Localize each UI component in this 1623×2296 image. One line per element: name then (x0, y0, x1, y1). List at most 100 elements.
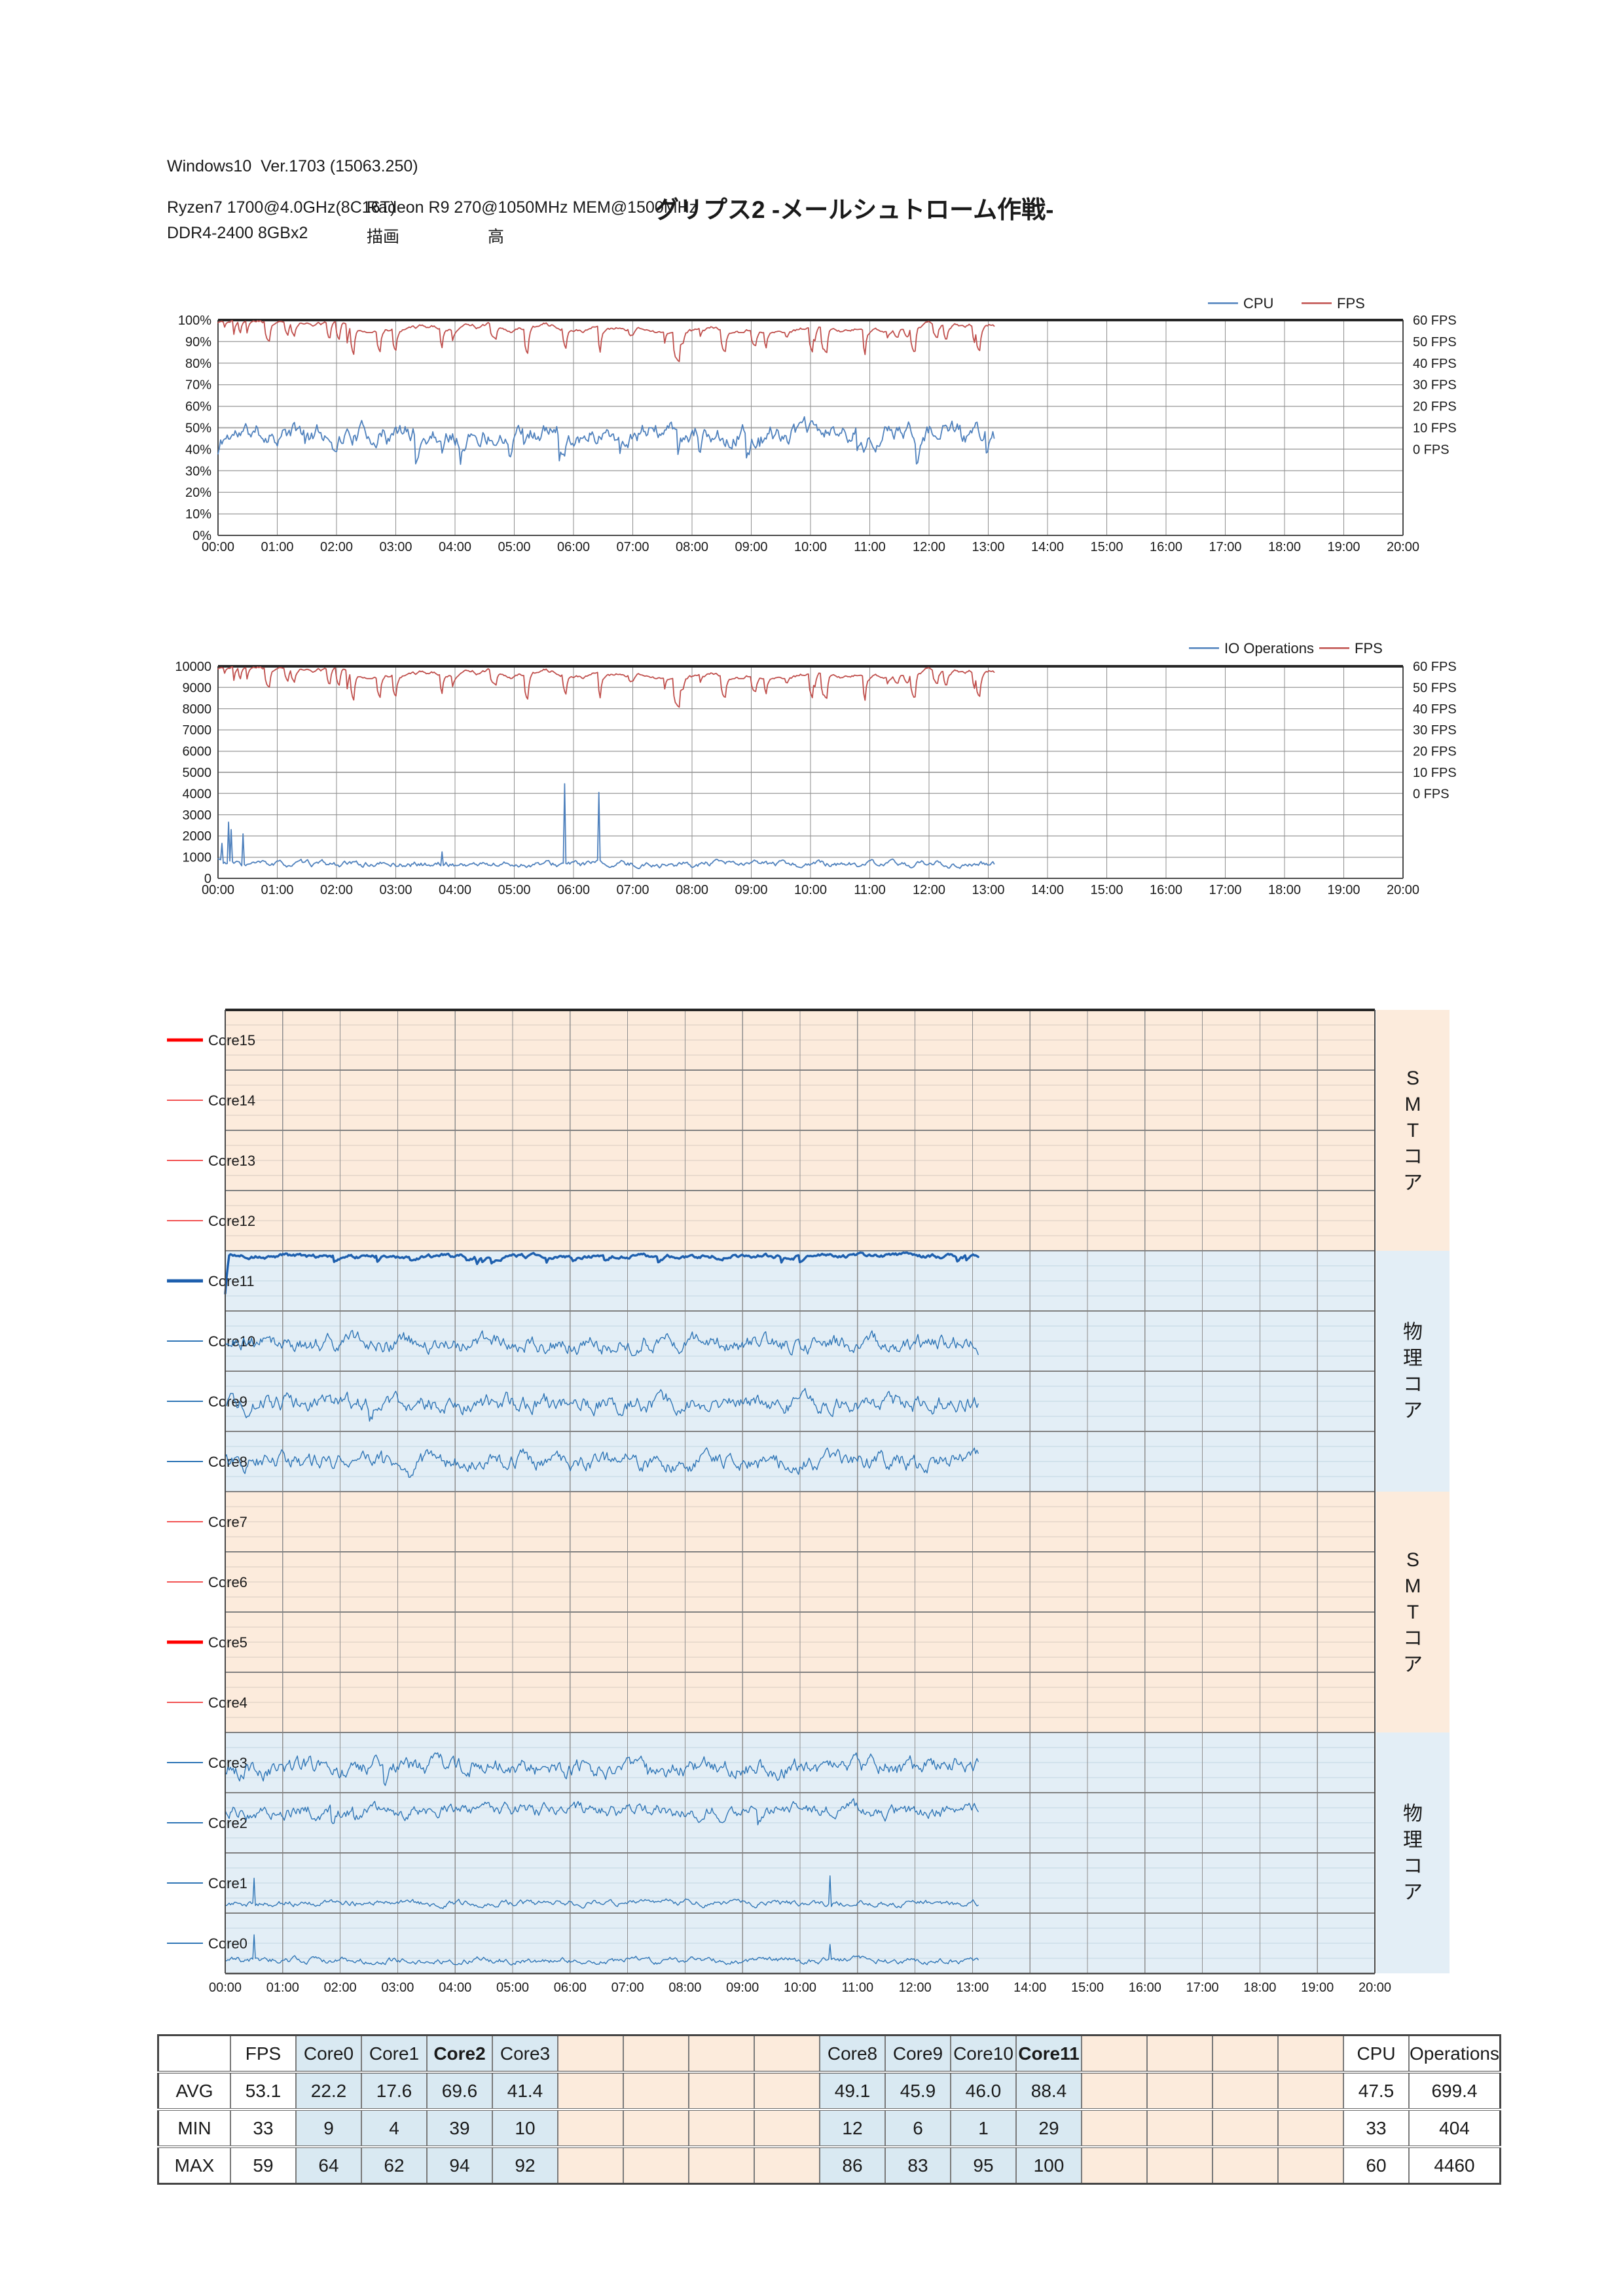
y-left-tick-label: 20% (185, 486, 211, 500)
cell-spacer-7-max (688, 2145, 755, 2185)
y-left-tick-label: 50% (185, 422, 211, 436)
x-tick-label: 06:00 (557, 883, 590, 897)
y-right-tick-label: 0 FPS (1413, 442, 1450, 457)
x-tick-label: 13:00 (956, 1981, 989, 1995)
core-trace-core0 (225, 1934, 979, 1966)
cell-spacer-5-avg (557, 2071, 624, 2110)
x-tick-label: 06:00 (557, 540, 590, 554)
cell-spacer-14-avg (1146, 2071, 1213, 2110)
cell-core9-min: 6 (884, 2108, 951, 2147)
cell-spacer-15-avg (1212, 2071, 1279, 2110)
core-legend-label: Core6 (208, 1574, 247, 1590)
cell-operations-max: 4460 (1408, 2145, 1501, 2185)
y-left-tick-label: 0% (192, 529, 211, 543)
x-tick-label: 02:00 (320, 883, 353, 897)
column-header-core0: Core0 (295, 2034, 362, 2073)
y-left-tick-label: 0 (204, 872, 211, 886)
y-left-tick-label: 70% (185, 378, 211, 393)
y-right-tick-label: 40 FPS (1413, 702, 1457, 717)
y-left-tick-label: 4000 (183, 787, 212, 801)
y-left-tick-label: 1000 (183, 851, 212, 865)
y-left-tick-label: 8000 (183, 702, 212, 717)
cell-core0-avg: 22.2 (295, 2071, 362, 2110)
table-corner-cell (157, 2034, 231, 2073)
y-right-tick-label: 10 FPS (1413, 766, 1457, 780)
core-legend-label: Core2 (208, 1815, 247, 1831)
row-label-avg: AVG (157, 2071, 231, 2110)
row-label-max: MAX (157, 2145, 231, 2185)
cell-core1-max: 62 (361, 2145, 428, 2185)
x-tick-label: 01:00 (261, 883, 293, 897)
x-tick-label: 01:00 (261, 540, 293, 554)
render-quality-value: 高 (488, 228, 505, 246)
column-header-core10: Core10 (950, 2034, 1017, 2073)
cell-spacer-14-min (1146, 2108, 1213, 2147)
y-right-tick-label: 60 FPS (1413, 314, 1457, 328)
x-tick-label: 03:00 (379, 540, 412, 554)
y-right-tick-label: 20 FPS (1413, 745, 1457, 759)
y-left-tick-label: 80% (185, 357, 211, 371)
column-header-spacer-15 (1212, 2034, 1279, 2073)
legend-label: CPU (1243, 295, 1273, 312)
band-group-label-char: T (1407, 1602, 1419, 1623)
cell-core1-avg: 17.6 (361, 2071, 428, 2110)
x-tick-label: 00:00 (202, 540, 234, 554)
cell-spacer-5-max (557, 2145, 624, 2185)
cell-core3-avg: 41.4 (492, 2071, 558, 2110)
band-group-label-char: M (1405, 1094, 1421, 1115)
cell-cpu-min: 33 (1343, 2108, 1410, 2147)
y-left-tick-label: 60% (185, 400, 211, 414)
x-tick-label: 12:00 (913, 540, 945, 554)
x-tick-label: 04:00 (439, 883, 471, 897)
cell-cpu-max: 60 (1343, 2145, 1410, 2185)
column-header-spacer-6 (623, 2034, 689, 2073)
y-left-tick-label: 7000 (183, 723, 212, 738)
column-header-spacer-13 (1081, 2034, 1148, 2073)
y-left-tick-label: 5000 (183, 766, 212, 780)
cell-core9-avg: 45.9 (884, 2071, 951, 2110)
stats-table: FPS Core0 Core1 Core2 Core3 Core8 Core9 Core10 C… (157, 2034, 1501, 2185)
band-group-label-char: ア (1403, 1172, 1423, 1194)
x-tick-label: 13:00 (972, 883, 1004, 897)
band-group-label-char: 理 (1403, 1829, 1423, 1851)
cell-core11-avg: 88.4 (1015, 2071, 1082, 2110)
cell-spacer-14-max (1146, 2145, 1213, 2185)
core-legend-label: Core12 (208, 1213, 255, 1229)
x-tick-label: 00:00 (209, 1981, 242, 1995)
series-io-operations (217, 783, 995, 869)
y-right-tick-label: 50 FPS (1413, 335, 1457, 350)
stats-table-head: FPS Core0 Core1 Core2 Core3 Core8 Core9 Core10 C… (157, 2034, 1501, 2073)
cell-core2-avg: 69.6 (426, 2071, 493, 2110)
render-quality: 描画 高 (367, 224, 504, 247)
band-group-label-char: S (1406, 1549, 1419, 1571)
x-tick-label: 17:00 (1209, 540, 1241, 554)
cell-spacer-15-min (1212, 2108, 1279, 2147)
cell-core0-min: 9 (295, 2108, 362, 2147)
band-group-label-char: 物 (1403, 1321, 1423, 1343)
band-group-label-char: コ (1403, 1628, 1423, 1649)
band-group-label-char: S (1406, 1067, 1419, 1089)
cell-core2-min: 39 (426, 2108, 493, 2147)
x-tick-label: 11:00 (842, 1981, 874, 1995)
cell-spacer-16-max (1277, 2145, 1344, 2185)
x-tick-label: 07:00 (616, 540, 649, 554)
cell-fps-min: 33 (230, 2108, 297, 2147)
band-group-label-char: 理 (1403, 1348, 1423, 1369)
cell-spacer-15-max (1212, 2145, 1279, 2185)
x-tick-label: 05:00 (498, 540, 530, 554)
x-tick-label: 19:00 (1327, 540, 1360, 554)
cell-operations-min: 404 (1408, 2108, 1501, 2147)
core-trace-core9 (225, 1388, 979, 1422)
x-tick-label: 12:00 (913, 883, 945, 897)
x-tick-label: 07:00 (611, 1981, 644, 1995)
cpu-fps-chart: 100% 90% 80% 70% 60% 50% 40% 30% 20% 10% 0%00:00 01… (178, 295, 1457, 554)
x-tick-label: 17:00 (1209, 883, 1241, 897)
x-tick-label: 07:00 (616, 883, 649, 897)
cell-core9-max: 83 (884, 2145, 951, 2185)
column-header-core3: Core3 (492, 2034, 558, 2073)
cell-fps-max: 59 (230, 2145, 297, 2185)
cell-spacer-13-max (1081, 2145, 1148, 2185)
table-row-min: MIN 33 9 4 39 10 12 6 1 29 33 404 (157, 2108, 1501, 2147)
cell-spacer-8-min (754, 2108, 820, 2147)
